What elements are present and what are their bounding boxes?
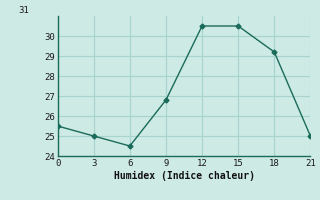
X-axis label: Humidex (Indice chaleur): Humidex (Indice chaleur) — [114, 171, 254, 181]
Text: 31: 31 — [19, 6, 29, 15]
